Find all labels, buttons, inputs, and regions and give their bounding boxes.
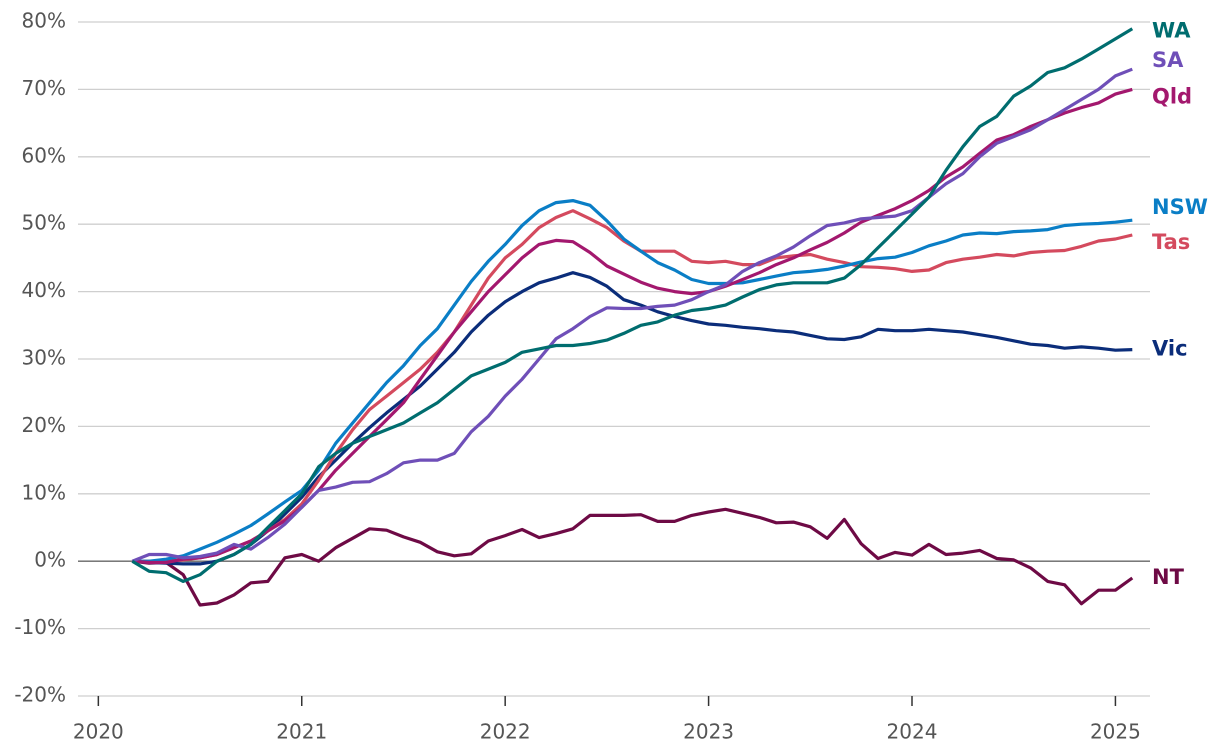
series-line xyxy=(132,507,1134,607)
series-line xyxy=(131,27,1134,583)
series-label: NT xyxy=(1152,565,1185,589)
y-tick-label: 0% xyxy=(34,548,66,572)
y-tick-label: -20% xyxy=(14,683,66,707)
y-tick-label: 40% xyxy=(22,278,66,302)
series-line xyxy=(131,67,1133,563)
y-tick-label: 30% xyxy=(22,346,66,370)
y-tick-label: -10% xyxy=(14,615,66,639)
y-tick-label: 80% xyxy=(22,9,66,33)
x-tick-label: 2024 xyxy=(887,720,938,744)
series-label: SA xyxy=(1152,48,1184,72)
series-line xyxy=(132,209,1133,563)
y-tick-label: 10% xyxy=(22,480,66,504)
x-tick-label: 2021 xyxy=(276,720,327,744)
series-line xyxy=(132,271,1133,566)
series-label: Qld xyxy=(1152,84,1192,108)
x-tick-label: 2020 xyxy=(73,720,124,744)
x-tick-label: 2023 xyxy=(683,720,734,744)
series-label: NSW xyxy=(1152,195,1208,219)
series-label: WA xyxy=(1152,19,1191,43)
series-label: Tas xyxy=(1152,230,1190,254)
y-tick-label: 60% xyxy=(22,143,66,167)
series-label: Vic xyxy=(1152,337,1188,361)
series-line xyxy=(132,87,1133,565)
y-tick-label: 20% xyxy=(22,413,66,437)
y-tick-label: 50% xyxy=(22,211,66,235)
x-tick-label: 2025 xyxy=(1090,720,1141,744)
y-tick-label: 70% xyxy=(22,76,66,100)
x-tick-label: 2022 xyxy=(480,720,531,744)
series-line xyxy=(132,199,1133,563)
